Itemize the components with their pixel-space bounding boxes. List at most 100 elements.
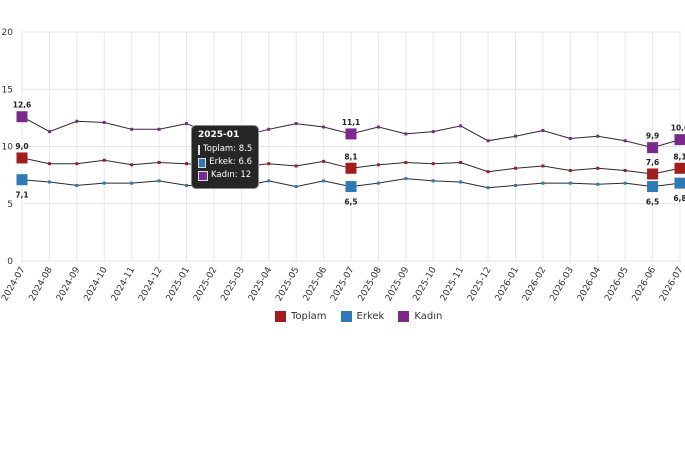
legend-swatch-erkek	[340, 311, 352, 322]
x-tick-label: 2024-07	[0, 266, 27, 304]
data-point-highlight	[345, 128, 357, 140]
data-point	[568, 136, 572, 140]
x-tick-label: 2025-01	[165, 266, 192, 304]
x-tick-label: 2024-12	[137, 266, 164, 304]
data-point	[376, 163, 380, 167]
tooltip-title: 2025-01	[198, 130, 240, 140]
data-label: 9,9	[646, 132, 659, 141]
data-point	[459, 161, 463, 165]
data-point	[459, 180, 463, 184]
x-tick-label: 2025-02	[192, 266, 219, 304]
data-point-highlight	[647, 142, 659, 154]
tooltip-text-erkek: Erkek: 6.6	[209, 157, 252, 167]
data-label: 6,5	[344, 198, 357, 207]
data-point-highlight	[16, 111, 28, 123]
y-tick-label: 0	[7, 257, 13, 267]
x-tick-label: 2026-02	[521, 266, 548, 304]
data-point	[541, 181, 545, 185]
data-point-highlight	[647, 168, 659, 180]
data-point	[322, 125, 326, 129]
data-point-highlight	[647, 181, 659, 193]
tooltip-row-erkek: Erkek: 6.6	[198, 156, 252, 169]
x-tick-label: 2026-01	[494, 266, 521, 304]
data-point-highlight	[674, 162, 685, 174]
data-point	[267, 162, 271, 166]
x-tick-label: 2025-08	[357, 265, 385, 303]
data-point	[486, 186, 490, 190]
legend-swatch-kadin	[398, 311, 410, 322]
data-point	[157, 179, 161, 183]
x-tick-label: 2025-03	[219, 266, 246, 304]
x-tick-label: 2026-03	[548, 266, 575, 304]
data-point	[47, 180, 51, 184]
data-point	[514, 166, 517, 170]
data-label: 10,6	[671, 124, 685, 133]
data-point	[157, 127, 161, 131]
data-point	[267, 127, 271, 131]
data-label: 9,0	[15, 142, 28, 151]
data-point	[459, 124, 463, 128]
legend-item-kadin[interactable]: Kadın	[398, 311, 442, 322]
x-tick-label: 2025-04	[247, 265, 275, 303]
data-point	[322, 179, 326, 183]
chart-tooltip: 2025-01 Toplam: 8.5 Erkek: 6.6 Kadın: 12	[191, 125, 259, 189]
data-point	[623, 169, 627, 173]
x-tick-label: 2025-06	[302, 265, 330, 303]
data-point-highlight	[345, 181, 357, 193]
data-point	[568, 181, 572, 185]
data-point	[130, 181, 134, 185]
x-tick-label: 2025-10	[411, 265, 439, 303]
x-tick-label: 2025-12	[466, 266, 493, 304]
data-point	[514, 134, 517, 138]
data-point	[75, 183, 79, 187]
data-point	[102, 181, 106, 185]
data-point	[376, 181, 380, 185]
data-point	[596, 134, 600, 138]
tooltip-row-toplam: Toplam: 8.5	[198, 143, 252, 156]
data-point	[294, 185, 298, 189]
data-point	[294, 164, 298, 168]
data-point	[102, 158, 106, 162]
data-point	[541, 164, 545, 168]
data-point-highlight	[16, 174, 28, 186]
legend-label-toplam: Toplam	[291, 311, 327, 322]
data-point	[623, 181, 627, 185]
data-point	[623, 139, 627, 143]
data-point	[157, 161, 161, 165]
x-tick-label: 2024-10	[82, 265, 110, 303]
data-point	[431, 162, 435, 166]
x-tick-label: 2025-11	[439, 266, 466, 304]
legend-label-kadin: Kadın	[414, 311, 443, 322]
legend-item-erkek[interactable]: Erkek	[340, 311, 384, 322]
data-point	[431, 179, 435, 183]
tooltip-swatch-kadin	[198, 170, 208, 181]
x-tick-label: 2025-09	[384, 265, 412, 303]
data-point-highlight	[16, 152, 28, 164]
tooltip-swatch-erkek	[198, 157, 207, 168]
data-point	[596, 166, 600, 170]
x-tick-label: 2024-09	[55, 265, 83, 303]
data-point	[322, 159, 326, 163]
y-tick-label: 15	[2, 85, 13, 95]
data-point	[75, 162, 79, 166]
data-point	[568, 169, 572, 173]
data-label: 6,5	[646, 198, 659, 207]
y-tick-label: 20	[2, 28, 14, 38]
data-point	[404, 177, 408, 181]
data-label: 7,1	[15, 191, 28, 200]
data-point	[185, 162, 188, 166]
legend-item-toplam[interactable]: Toplam	[275, 311, 327, 322]
data-label: 11,1	[342, 118, 361, 127]
chart-legend: Toplam Erkek Kadın	[275, 311, 442, 322]
data-point	[486, 139, 490, 143]
x-tick-label: 2026-07	[658, 266, 685, 304]
data-point	[130, 127, 134, 131]
data-label: 8,1	[344, 152, 357, 161]
data-point-highlight	[345, 162, 357, 174]
x-tick-label: 2026-06	[631, 265, 659, 303]
tooltip-swatch-toplam	[198, 144, 200, 155]
data-point	[431, 130, 435, 134]
tooltip-row-kadin: Kadın: 12	[198, 169, 252, 182]
data-label: 8,1	[673, 152, 685, 161]
